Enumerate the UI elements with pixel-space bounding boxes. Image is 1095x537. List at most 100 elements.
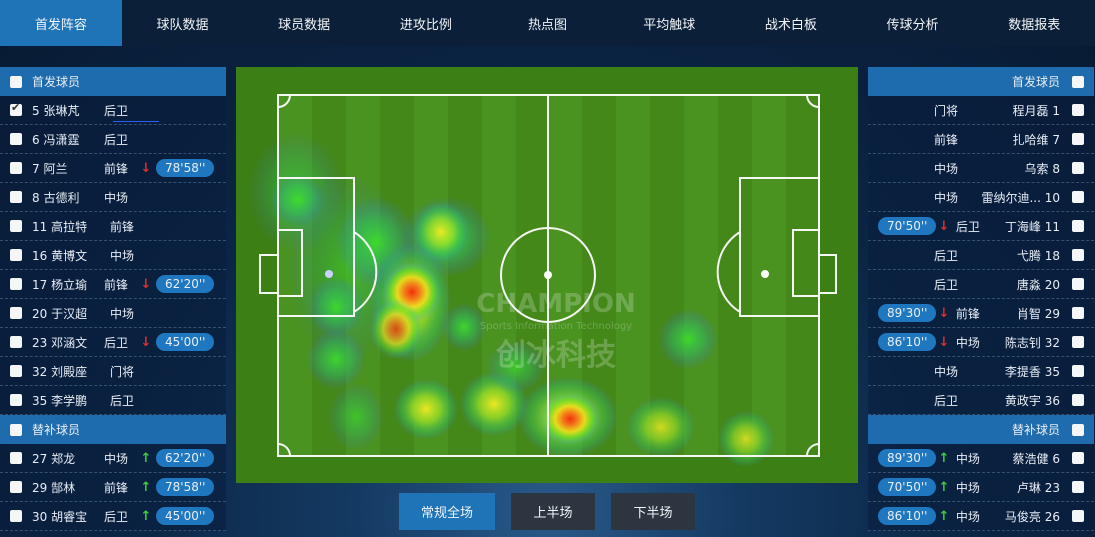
tab-player-stats[interactable]: 球员数据 (278, 17, 331, 33)
player-number: 23 (1044, 480, 1060, 495)
player-checkbox[interactable] (1072, 336, 1084, 348)
player-row[interactable]: 29 郜林 前锋 ↑ 78'58'' (0, 473, 226, 502)
player-row[interactable]: 11 高拉特 前锋 (0, 212, 226, 241)
sub-out-arrow-icon: ↓ (938, 218, 950, 234)
watermark-subtitle: Sports Information Technology (480, 321, 632, 332)
player-row[interactable]: 后卫 唐淼 20 (868, 270, 1094, 299)
player-checkbox[interactable] (10, 481, 22, 493)
substitution-time-badge: 78'58'' (156, 478, 215, 496)
player-number: 17 (32, 277, 48, 292)
select-all-checkbox[interactable] (1072, 75, 1084, 88)
player-row[interactable]: 前锋 扎哈维 7 (868, 125, 1094, 154)
tab-lineup[interactable]: 首发阵容 (0, 0, 122, 46)
player-checkbox[interactable] (10, 101, 22, 116)
player-position: 中场 (955, 480, 980, 495)
player-row[interactable]: 16 黄博文 中场 (0, 241, 226, 270)
player-row[interactable]: 后卫 黄政宇 36 (868, 386, 1094, 415)
player-checkbox[interactable] (10, 162, 22, 174)
player-row[interactable]: 后卫 弋腾 18 (868, 241, 1094, 270)
full-match-button[interactable]: 常规全场 (399, 493, 495, 530)
second-half-button[interactable]: 下半场 (611, 493, 695, 530)
player-checkbox[interactable] (10, 133, 22, 145)
player-name-cell: 蔡浩健 6 (990, 450, 1060, 467)
player-checkbox[interactable] (1072, 104, 1084, 116)
tab-pass-analysis[interactable]: 传球分析 (886, 17, 939, 33)
player-row[interactable]: 17 杨立瑜 前锋 ↓ 62'20'' (0, 270, 226, 299)
tab-average-touch[interactable]: 平均触球 (643, 17, 696, 33)
player-row[interactable]: 86'10'' ↑ 中场 马俊亮 26 (868, 502, 1094, 531)
player-checkbox[interactable] (10, 249, 22, 261)
player-checkbox[interactable] (10, 191, 22, 203)
player-name-cell: 乌索 8 (968, 160, 1060, 177)
player-checkbox[interactable] (1072, 307, 1084, 319)
player-row[interactable]: 门将 程月磊 1 (868, 96, 1094, 125)
player-row[interactable]: 中场 李提香 35 (868, 357, 1094, 386)
player-checkbox[interactable] (1072, 278, 1084, 290)
player-checkbox[interactable] (10, 307, 22, 319)
player-name: 卢琳 (1016, 480, 1041, 495)
player-checkbox[interactable] (10, 278, 22, 290)
player-row[interactable]: 27 郑龙 中场 ↑ 62'20'' (0, 444, 226, 473)
player-row[interactable]: 89'30'' ↓ 前锋 肖智 29 (868, 299, 1094, 328)
player-position: 后卫 (933, 393, 958, 408)
select-all-checkbox[interactable] (10, 423, 22, 436)
player-row[interactable]: 70'50'' ↑ 中场 卢琳 23 (868, 473, 1094, 502)
tab-attack-ratio[interactable]: 进攻比例 (399, 17, 452, 33)
player-row[interactable]: 35 李学鹏 后卫 (0, 386, 226, 415)
select-all-checkbox[interactable] (10, 75, 22, 88)
tab-heatmap[interactable]: 热点图 (528, 17, 568, 33)
sub-in-arrow-icon: ↑ (140, 479, 152, 495)
player-row[interactable]: 89'30'' ↑ 中场 蔡浩健 6 (868, 444, 1094, 473)
player-checkbox[interactable] (1072, 162, 1084, 174)
player-checkbox[interactable] (10, 220, 22, 232)
player-position: 中场 (104, 190, 129, 205)
player-checkbox[interactable] (1072, 133, 1084, 145)
center-spot (544, 271, 552, 279)
player-checkbox[interactable] (10, 336, 22, 348)
home-starters-title: 首发球员 (32, 75, 81, 89)
player-checkbox[interactable] (10, 510, 22, 522)
player-name-cell: 扎哈维 7 (968, 131, 1060, 148)
player-row[interactable]: 30 胡睿宝 后卫 ↑ 45'00'' (0, 502, 226, 531)
tab-team-stats[interactable]: 球队数据 (156, 17, 209, 33)
player-checkbox[interactable] (1072, 481, 1084, 493)
player-name: 马俊亮 (1004, 509, 1041, 524)
player-row[interactable]: 6 冯潇霆 后卫 (0, 125, 226, 154)
player-checkbox[interactable] (1072, 191, 1084, 203)
sub-out-arrow-icon: ↓ (938, 305, 950, 321)
player-number: 5 (32, 103, 40, 118)
player-name-cell: 卢琳 23 (990, 479, 1060, 496)
player-name: 李提香 (1004, 364, 1041, 379)
away-starters-header: 首发球员 (868, 67, 1094, 96)
player-name: 刘殿座 (51, 364, 88, 379)
player-row[interactable]: 中场 雷纳尔迪... 10 (868, 183, 1094, 212)
tab-tactics-board[interactable]: 战术白板 (764, 17, 817, 33)
player-row[interactable]: 70'50'' ↓ 后卫 丁海峰 11 (868, 212, 1094, 241)
player-checkbox[interactable] (10, 365, 22, 377)
player-row[interactable]: 7 阿兰 前锋 ↓ 78'58'' (0, 154, 226, 183)
player-row[interactable]: 8 古德利 中场 (0, 183, 226, 212)
player-checkbox[interactable] (1072, 220, 1084, 232)
player-checkbox[interactable] (10, 394, 22, 406)
player-row[interactable]: 20 于汉超 中场 (0, 299, 226, 328)
select-all-checkbox[interactable] (1072, 423, 1084, 436)
sub-in-arrow-icon: ↑ (938, 479, 950, 495)
player-name: 郑龙 (51, 451, 76, 466)
player-checkbox[interactable] (10, 452, 22, 464)
player-row[interactable]: 32 刘殿座 门将 (0, 357, 226, 386)
player-checkbox[interactable] (1072, 452, 1084, 464)
player-checkbox[interactable] (1072, 394, 1084, 406)
first-half-button[interactable]: 上半场 (511, 493, 595, 530)
tab-data-report[interactable]: 数据报表 (1008, 17, 1061, 33)
player-checkbox[interactable] (1072, 510, 1084, 522)
home-subs-list: 27 郑龙 中场 ↑ 62'20'' 29 郜林 前锋 ↑ 78'58'' 30 胡睿宝 后卫 ↑ 4… (0, 444, 226, 531)
player-checkbox[interactable] (1072, 365, 1084, 377)
player-row[interactable]: 23 邓涵文 后卫 ↓ 45'00'' (0, 328, 226, 357)
player-position: 后卫 (104, 132, 129, 147)
player-checkbox[interactable] (1072, 249, 1084, 261)
player-row[interactable]: 86'10'' ↓ 中场 陈志钊 32 (868, 328, 1094, 357)
player-row[interactable]: 中场 乌索 8 (868, 154, 1094, 183)
player-name-cell: 29 郜林 (32, 479, 104, 496)
player-number: 8 (32, 190, 40, 205)
